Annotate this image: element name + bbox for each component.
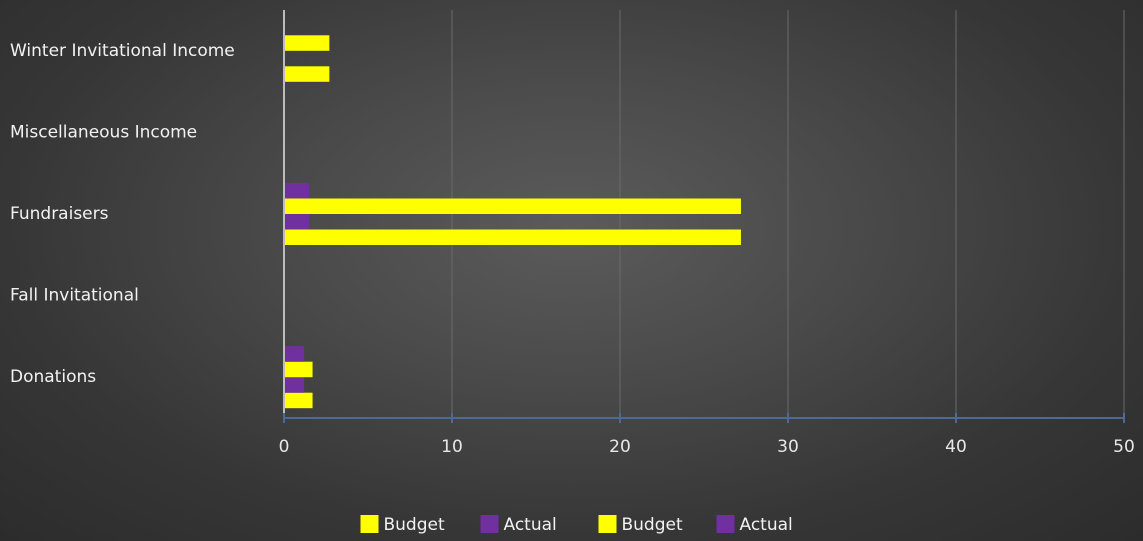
y-tick-labels: Donations Fall Invitational Fundraisers Mis…: [10, 41, 235, 387]
legend-label: Budget: [622, 515, 683, 535]
bar-budget-winter-invitational-income: [284, 66, 330, 82]
legend-swatch: [480, 515, 499, 533]
legend-label: Budget: [384, 515, 445, 535]
bar-actual-fundraisers: [284, 183, 310, 199]
x-tick-label: 20: [609, 437, 631, 457]
legend-swatch: [598, 515, 617, 533]
bar-actual-donations: [284, 377, 305, 393]
y-tick-label: Winter Invitational Income: [10, 41, 235, 61]
y-tick-label: Fundraisers: [10, 204, 109, 224]
bar-budget-fundraisers: [284, 198, 741, 214]
legend-item-actual: Actual: [716, 515, 793, 535]
bar-budget-donations: [284, 392, 313, 409]
bar-budget-winter-invitational-income: [284, 35, 330, 51]
x-tick-label: 10: [441, 437, 463, 457]
legend: Budget Actual Budget Actual: [360, 515, 793, 535]
x-tick-label: 0: [279, 437, 290, 457]
legend-label: Actual: [504, 515, 557, 535]
bars: [284, 35, 741, 409]
x-tick-label: 30: [777, 437, 799, 457]
y-tick-label: Donations: [10, 367, 96, 387]
gridlines: [451, 10, 1125, 418]
legend-item-budget: Budget: [598, 515, 683, 535]
legend-label: Actual: [740, 515, 793, 535]
x-tick-label: 40: [945, 437, 967, 457]
x-tick-label: 50: [1113, 437, 1135, 457]
bar-actual-donations: [284, 346, 305, 362]
x-tick-labels: 0 10 20 30 40 50: [279, 413, 1135, 457]
legend-swatch: [360, 515, 379, 533]
bar-actual-fundraisers: [284, 214, 310, 230]
y-tick-label: Miscellaneous Income: [10, 122, 197, 142]
legend-item-budget: Budget: [360, 515, 445, 535]
legend-swatch: [716, 515, 735, 533]
bar-budget-fundraisers: [284, 229, 741, 245]
y-tick-label: Fall Invitational: [10, 286, 139, 306]
legend-item-actual: Actual: [480, 515, 557, 535]
bar-budget-donations: [284, 361, 313, 378]
